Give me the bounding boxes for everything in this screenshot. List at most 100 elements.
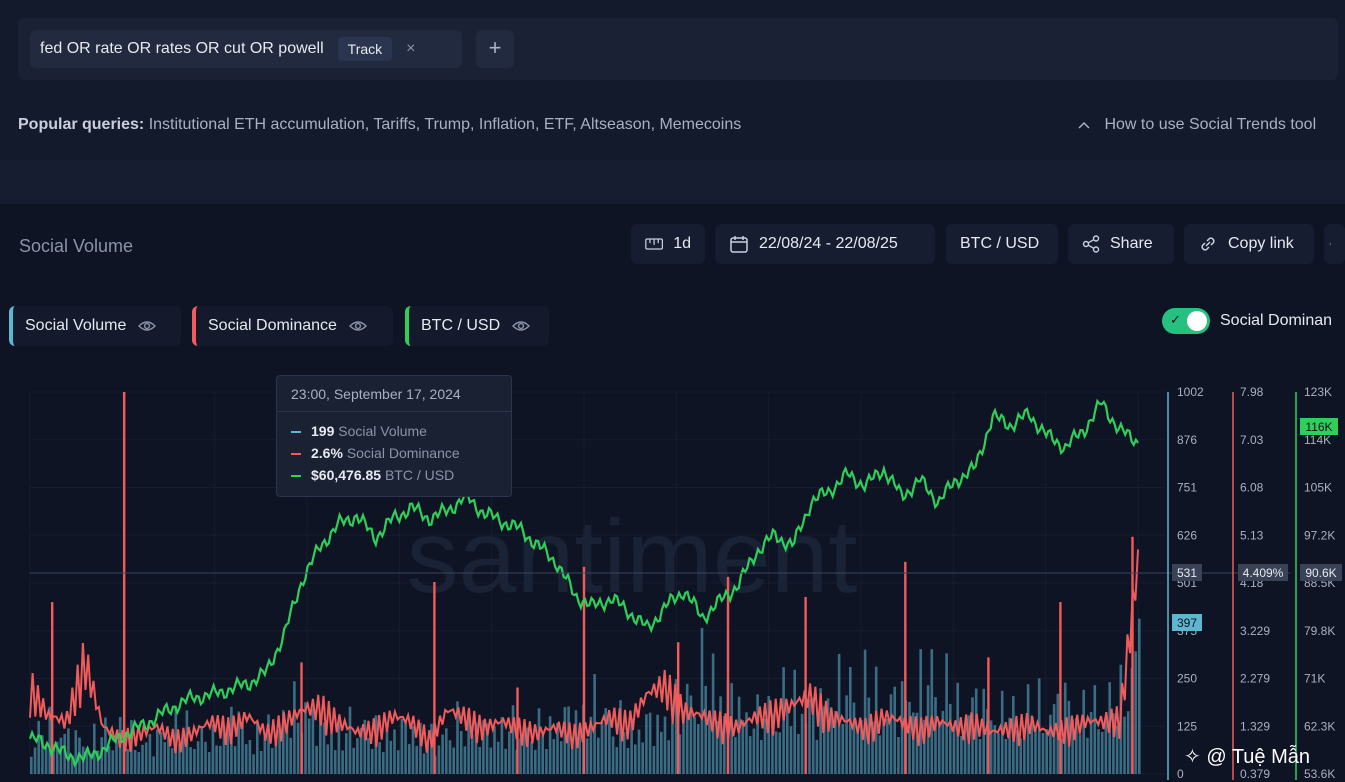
current-volume-badge [1172,614,1202,631]
tick-label-dominance: 7.98 [1240,385,1264,399]
volume-bar [37,720,40,774]
chart-canvas[interactable]: santiment 100287675162650137525012507.98… [0,380,1345,780]
volume-bar [1019,738,1022,774]
volume-bar [763,718,767,774]
volume-bar [671,723,674,774]
legend-btc-usd[interactable]: BTC / USD [405,306,549,346]
legend-social-dominance-label: Social Dominance [208,317,337,334]
volume-bar [919,649,922,774]
eye-icon[interactable] [348,320,367,332]
volume-bar [104,717,107,774]
volume-bar [563,707,567,774]
volume-bar [1097,729,1100,774]
volume-bar [637,729,641,774]
track-button[interactable]: Track [337,37,393,61]
volume-bar [852,702,856,774]
volume-bar [878,735,882,774]
pair-button[interactable]: BTC / USD [946,224,1058,264]
copy-link-label: Copy link [1228,235,1294,252]
volume-bar [834,710,837,774]
volume-bar [559,741,563,774]
add-query-button[interactable]: + [476,30,514,68]
volume-bar [571,741,574,774]
axis-tick-labels: 100287675162650137525012507.987.036.085.… [1177,385,1335,780]
volume-bar [233,746,237,774]
tick-label-volume: 250 [1177,672,1197,686]
volume-bar [963,723,967,774]
toggle-knob [1187,311,1207,331]
volume-bar [311,708,315,774]
volume-bar [189,747,192,774]
volume-bar [797,734,800,774]
crosshair-dominance-value: 4.409% [1243,566,1284,580]
volume-bar [667,740,670,774]
volume-bar [70,755,74,774]
tick-label-price: 62.3K [1304,719,1335,733]
volume-bar [656,714,659,774]
volume-bar [1086,737,1089,774]
interval-button[interactable]: 1d [631,224,705,264]
volume-bar [952,727,956,774]
volume-bar [1004,739,1008,774]
tick-label-price: 114K [1304,433,1331,447]
volume-bar [330,733,333,774]
volume-bar [404,720,407,774]
volume-bar [55,741,59,774]
copy-link-button[interactable]: Copy link [1184,224,1314,264]
tooltip-price-label: BTC / USD [384,467,455,483]
divider-strip [0,160,1345,204]
legend-social-volume-label: Social Volume [25,317,127,334]
volume-bar [167,736,170,774]
close-icon[interactable]: × [406,40,416,57]
eye-icon[interactable] [512,320,531,332]
volume-bar [415,745,418,774]
volume-bar [196,741,200,774]
volume-bar [256,722,259,774]
volume-bar [715,721,719,774]
volume-bar [912,712,915,774]
social-dominance-toggle[interactable]: ✓ [1162,308,1210,334]
volume-bar [1104,720,1108,774]
volume-bar [115,740,118,774]
volume-bar [156,729,159,774]
tooltip-volume-row: 199 Social Volume [277,420,511,442]
volume-bar [1041,733,1045,774]
volume-bar [534,749,537,774]
volume-bar [689,695,693,774]
volume-bar [660,731,663,774]
volume-bar [174,705,178,774]
volume-bar [178,744,181,774]
tooltip-date: 23:00, September 17, 2024 [277,376,511,412]
eye-icon[interactable] [138,320,157,332]
volume-bar [278,729,281,774]
how-to-link[interactable]: How to use Social Trends tool [1078,116,1316,134]
volume-bar [48,706,52,774]
query-text: fed OR rate OR rates OR cut OR powell [40,40,324,57]
volume-bar [841,723,845,774]
volume-bar [74,730,78,774]
tick-label-volume: 1002 [1177,385,1204,399]
settings-button[interactable] [1324,224,1345,264]
tick-label-price: 71K [1304,672,1325,686]
volume-bar [619,700,622,774]
volume-bar [1008,717,1011,774]
crosshair-badges: 531 4.409% 90.6K 397 116K [1172,418,1342,631]
volume-bar [148,734,152,774]
popular-queries-list[interactable]: Institutional ETH accumulation, Tariffs,… [148,116,742,133]
tick-label-volume: 876 [1177,433,1197,447]
volume-bar [137,752,141,774]
volume-bar [226,724,229,774]
volume-bar [1075,717,1078,774]
volume-bar [674,679,678,774]
volume-bar [96,750,100,774]
query-chip[interactable]: fed OR rate OR rates OR cut OR powell Tr… [30,30,462,68]
share-button[interactable]: Share [1068,224,1174,264]
volume-bar [897,737,900,774]
legend-social-volume[interactable]: Social Volume [9,306,181,346]
volume-bar [363,719,367,774]
volume-bar [248,740,252,774]
volume-bar [459,731,463,774]
volume-bar [52,744,55,774]
legend-social-dominance[interactable]: Social Dominance [192,306,393,346]
date-range-button[interactable]: 22/08/24 - 22/08/25 [715,224,935,264]
